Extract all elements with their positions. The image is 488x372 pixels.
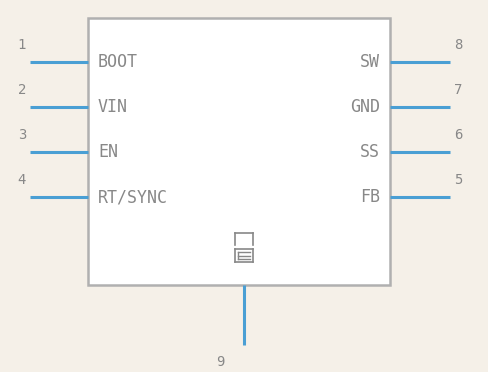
Text: 5: 5 (454, 173, 462, 187)
Text: RT/SYNC: RT/SYNC (98, 188, 168, 206)
Text: SW: SW (360, 53, 380, 71)
Text: 1: 1 (18, 38, 26, 52)
Text: 8: 8 (454, 38, 462, 52)
Text: BOOT: BOOT (98, 53, 138, 71)
Text: GND: GND (350, 98, 380, 116)
Text: 9: 9 (216, 355, 224, 369)
Bar (88, 18, 390, 285)
Text: 6: 6 (454, 128, 462, 142)
Text: 4: 4 (18, 173, 26, 187)
Text: 7: 7 (454, 83, 462, 97)
Text: 3: 3 (18, 128, 26, 142)
Text: SS: SS (360, 143, 380, 161)
Text: EN: EN (98, 143, 118, 161)
Text: FB: FB (360, 188, 380, 206)
Text: 2: 2 (18, 83, 26, 97)
Text: VIN: VIN (98, 98, 128, 116)
